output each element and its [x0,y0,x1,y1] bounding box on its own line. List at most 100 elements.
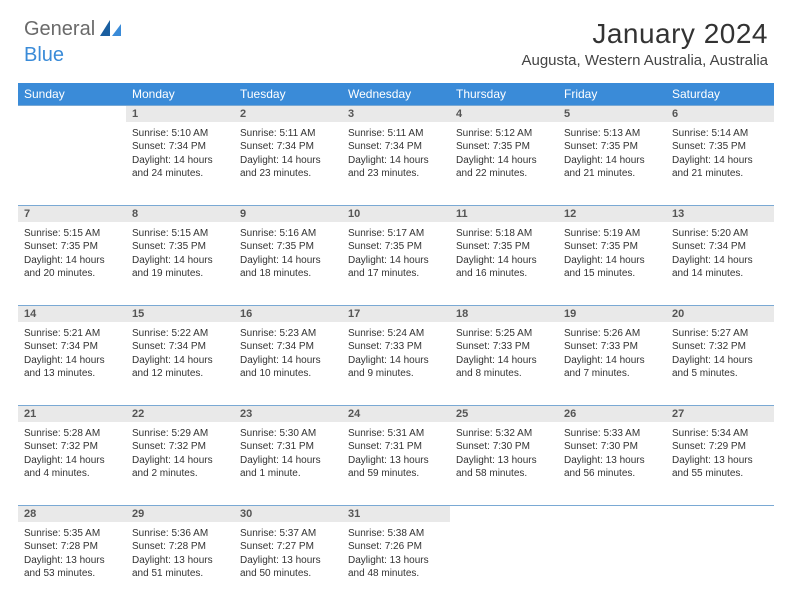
daylight-text: Daylight: 14 hours and 21 minutes. [564,154,660,181]
day-cell: Sunrise: 5:26 AMSunset: 7:33 PMDaylight:… [558,324,666,406]
day-number: 3 [342,106,450,122]
day-number: 10 [342,206,450,222]
day-number: 2 [234,106,342,122]
sunset-text: Sunset: 7:35 PM [348,240,444,254]
daylight-text: Daylight: 14 hours and 17 minutes. [348,254,444,281]
daylight-text: Daylight: 14 hours and 12 minutes. [132,354,228,381]
day-body: Sunrise: 5:11 AMSunset: 7:34 PMDaylight:… [234,124,342,185]
sunset-text: Sunset: 7:35 PM [456,240,552,254]
day-cell: Sunrise: 5:25 AMSunset: 7:33 PMDaylight:… [450,324,558,406]
sunset-text: Sunset: 7:34 PM [240,140,336,154]
day-body: Sunrise: 5:36 AMSunset: 7:28 PMDaylight:… [126,524,234,585]
sunset-text: Sunset: 7:34 PM [24,340,120,354]
day-number: 18 [450,306,558,322]
day-body: Sunrise: 5:38 AMSunset: 7:26 PMDaylight:… [342,524,450,585]
day-number: 9 [234,206,342,222]
day-number-cell [450,506,558,524]
sunrise-text: Sunrise: 5:29 AM [132,427,228,441]
day-number-cell: 7 [18,206,126,224]
sunrise-text: Sunrise: 5:15 AM [24,227,120,241]
sunset-text: Sunset: 7:35 PM [132,240,228,254]
sunrise-text: Sunrise: 5:28 AM [24,427,120,441]
day-cell: Sunrise: 5:13 AMSunset: 7:35 PMDaylight:… [558,124,666,206]
day-number-cell: 3 [342,106,450,124]
day-number-cell [18,106,126,124]
sunset-text: Sunset: 7:34 PM [240,340,336,354]
sunset-text: Sunset: 7:32 PM [672,340,768,354]
daylight-text: Daylight: 14 hours and 7 minutes. [564,354,660,381]
day-number-cell: 10 [342,206,450,224]
sunset-text: Sunset: 7:34 PM [348,140,444,154]
day-number-row: 123456 [18,106,774,124]
day-number-cell: 30 [234,506,342,524]
day-body: Sunrise: 5:27 AMSunset: 7:32 PMDaylight:… [666,324,774,385]
day-number: 19 [558,306,666,322]
day-cell: Sunrise: 5:17 AMSunset: 7:35 PMDaylight:… [342,224,450,306]
daylight-text: Daylight: 14 hours and 13 minutes. [24,354,120,381]
day-body: Sunrise: 5:12 AMSunset: 7:35 PMDaylight:… [450,124,558,185]
daylight-text: Daylight: 14 hours and 21 minutes. [672,154,768,181]
location-text: Augusta, Western Australia, Australia [521,52,768,69]
day-number: 24 [342,406,450,422]
day-body: Sunrise: 5:14 AMSunset: 7:35 PMDaylight:… [666,124,774,185]
sails-icon [99,19,123,37]
sunset-text: Sunset: 7:31 PM [348,440,444,454]
day-number-cell: 17 [342,306,450,324]
sunrise-text: Sunrise: 5:26 AM [564,327,660,341]
day-body [558,524,666,531]
day-number-cell: 16 [234,306,342,324]
sunset-text: Sunset: 7:29 PM [672,440,768,454]
weekday-header: Saturday [666,83,774,106]
day-cell: Sunrise: 5:15 AMSunset: 7:35 PMDaylight:… [18,224,126,306]
sunset-text: Sunset: 7:35 PM [672,140,768,154]
sunset-text: Sunset: 7:35 PM [240,240,336,254]
day-body: Sunrise: 5:32 AMSunset: 7:30 PMDaylight:… [450,424,558,485]
sunset-text: Sunset: 7:30 PM [456,440,552,454]
day-body: Sunrise: 5:18 AMSunset: 7:35 PMDaylight:… [450,224,558,285]
day-body: Sunrise: 5:15 AMSunset: 7:35 PMDaylight:… [18,224,126,285]
sunrise-text: Sunrise: 5:13 AM [564,127,660,141]
sunrise-text: Sunrise: 5:11 AM [348,127,444,141]
brand-logo: General [24,18,123,41]
day-body: Sunrise: 5:19 AMSunset: 7:35 PMDaylight:… [558,224,666,285]
day-number [558,506,666,522]
sunrise-text: Sunrise: 5:12 AM [456,127,552,141]
day-body: Sunrise: 5:28 AMSunset: 7:32 PMDaylight:… [18,424,126,485]
day-number: 4 [450,106,558,122]
day-number: 25 [450,406,558,422]
day-number: 1 [126,106,234,122]
day-number: 8 [126,206,234,222]
day-cell [18,124,126,206]
daylight-text: Daylight: 14 hours and 24 minutes. [132,154,228,181]
day-number-row: 21222324252627 [18,406,774,424]
weekday-header: Thursday [450,83,558,106]
day-cell: Sunrise: 5:20 AMSunset: 7:34 PMDaylight:… [666,224,774,306]
day-number: 27 [666,406,774,422]
weekday-header: Friday [558,83,666,106]
daylight-text: Daylight: 14 hours and 15 minutes. [564,254,660,281]
day-number-cell: 8 [126,206,234,224]
day-body [666,524,774,531]
day-number-cell: 26 [558,406,666,424]
weekday-header: Wednesday [342,83,450,106]
calendar-table: SundayMondayTuesdayWednesdayThursdayFrid… [18,83,774,606]
sunrise-text: Sunrise: 5:18 AM [456,227,552,241]
sunset-text: Sunset: 7:34 PM [132,140,228,154]
day-body: Sunrise: 5:23 AMSunset: 7:34 PMDaylight:… [234,324,342,385]
sunrise-text: Sunrise: 5:14 AM [672,127,768,141]
day-number: 16 [234,306,342,322]
daylight-text: Daylight: 13 hours and 55 minutes. [672,454,768,481]
day-number-cell: 5 [558,106,666,124]
day-body: Sunrise: 5:33 AMSunset: 7:30 PMDaylight:… [558,424,666,485]
day-cell: Sunrise: 5:36 AMSunset: 7:28 PMDaylight:… [126,524,234,606]
sunset-text: Sunset: 7:28 PM [132,540,228,554]
page-header: General January 2024 Augusta, Western Au… [0,0,792,75]
day-cell: Sunrise: 5:37 AMSunset: 7:27 PMDaylight:… [234,524,342,606]
day-number: 28 [18,506,126,522]
day-number-cell: 2 [234,106,342,124]
day-content-row: Sunrise: 5:15 AMSunset: 7:35 PMDaylight:… [18,224,774,306]
day-body: Sunrise: 5:11 AMSunset: 7:34 PMDaylight:… [342,124,450,185]
day-body: Sunrise: 5:22 AMSunset: 7:34 PMDaylight:… [126,324,234,385]
day-number: 21 [18,406,126,422]
sunrise-text: Sunrise: 5:37 AM [240,527,336,541]
